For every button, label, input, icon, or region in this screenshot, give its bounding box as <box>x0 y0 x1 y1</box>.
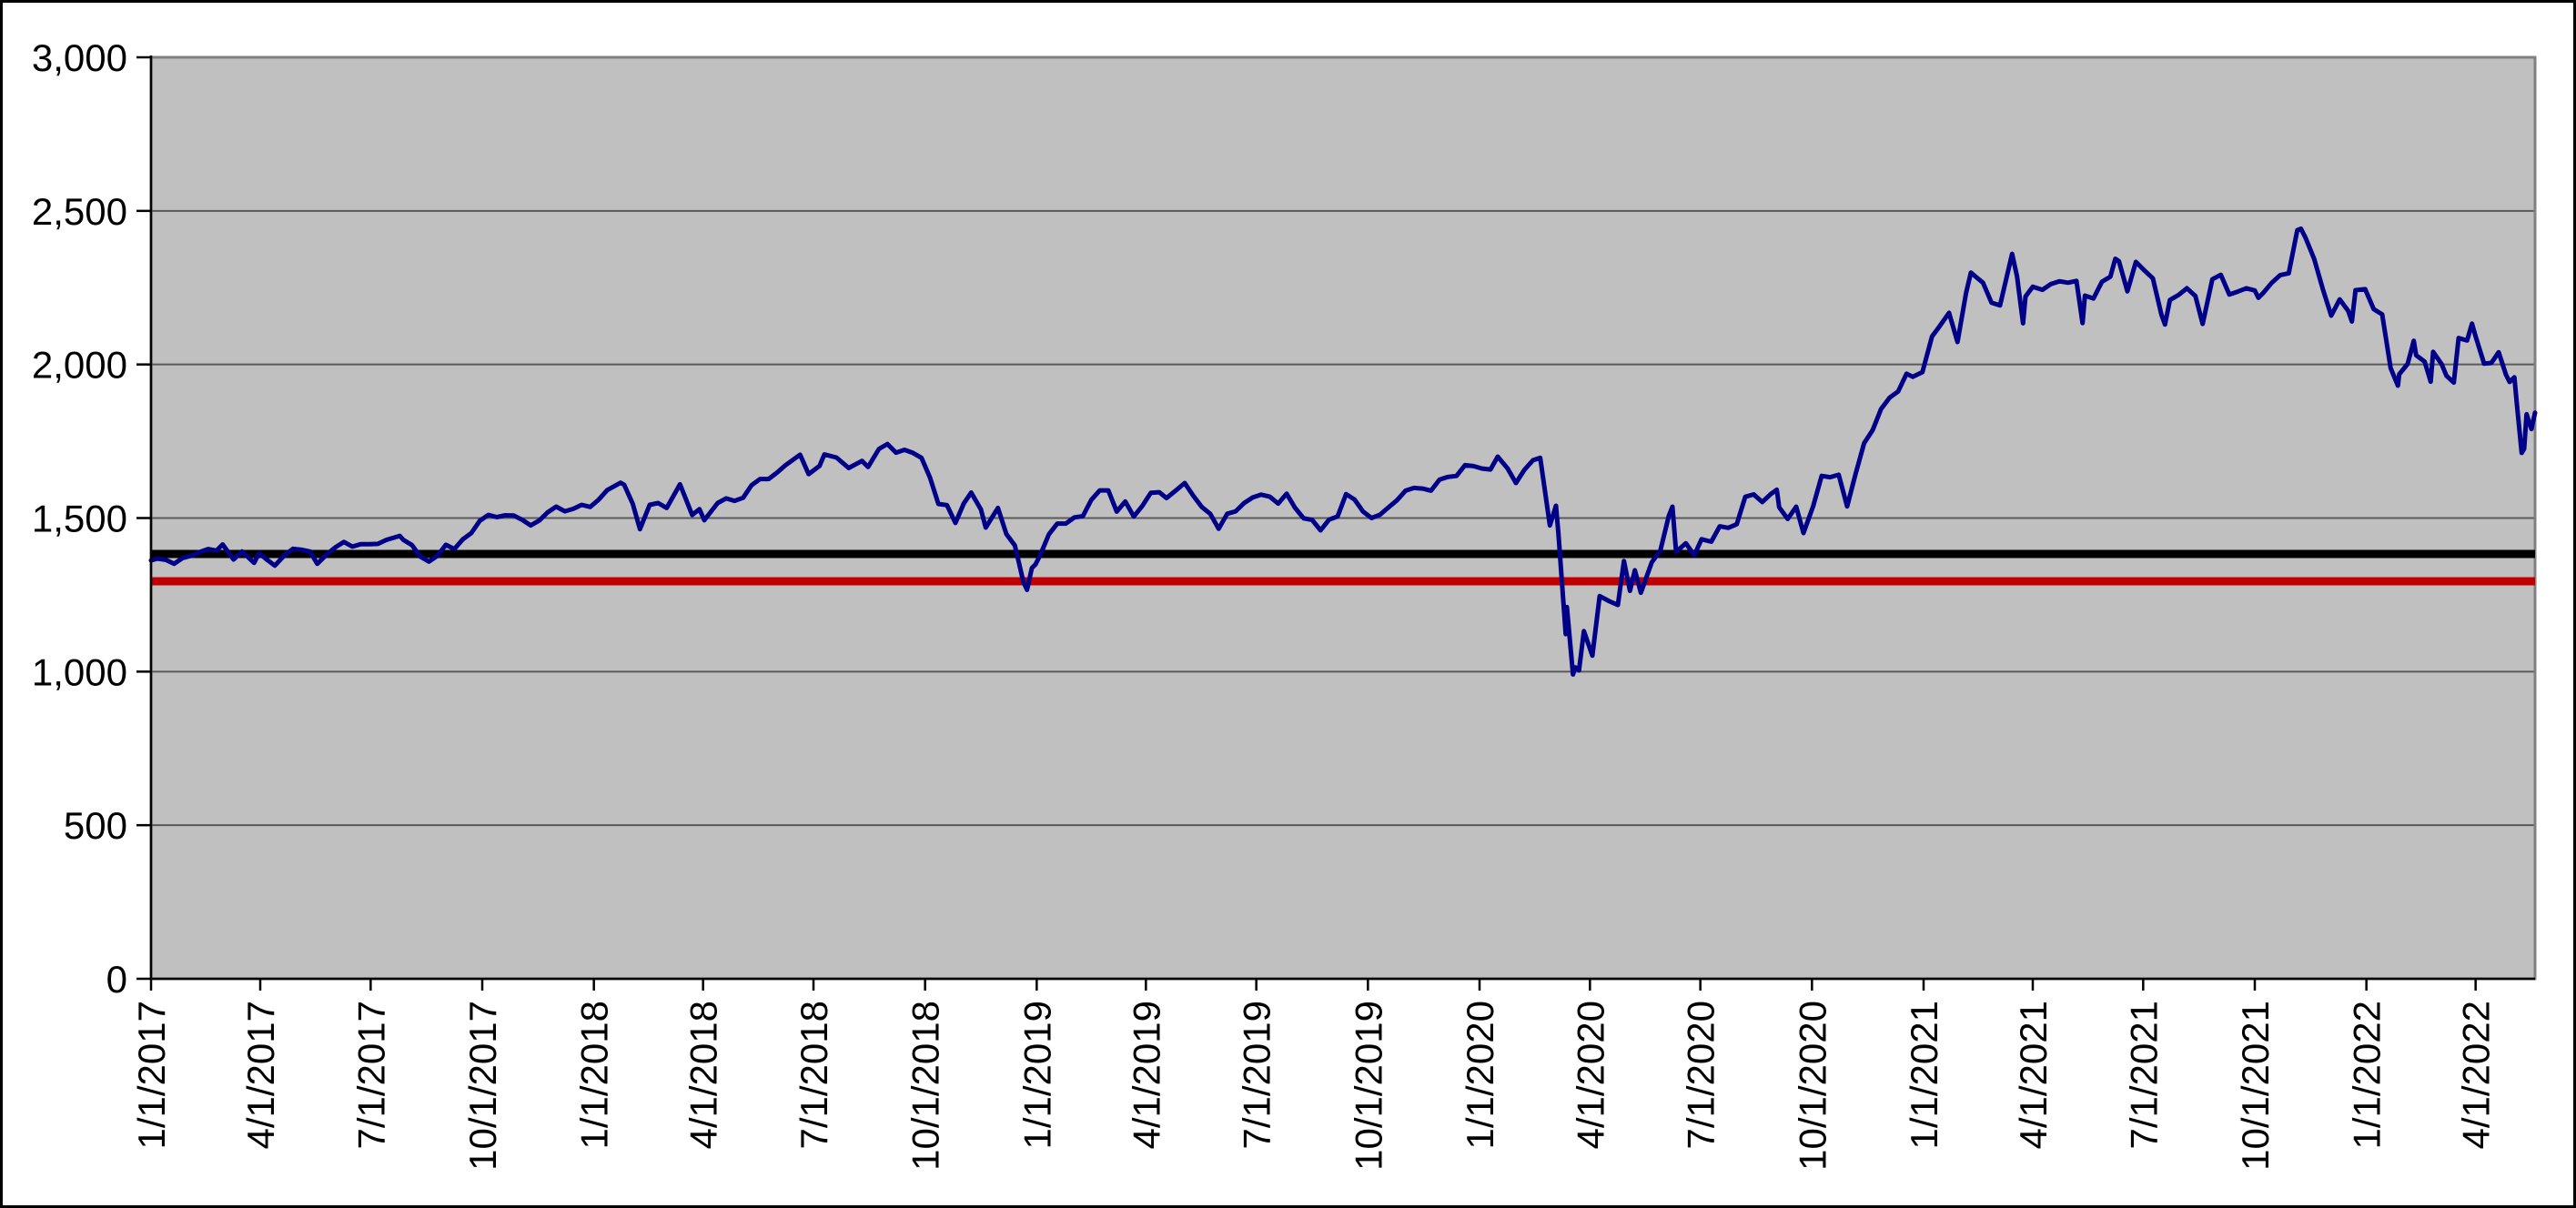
x-axis-label: 10/1/2020 <box>1791 1001 1834 1171</box>
x-axis-label: 4/1/2019 <box>1125 1001 1167 1150</box>
x-axis-label: 7/1/2017 <box>349 1001 392 1150</box>
x-axis-label: 10/1/2021 <box>2234 1001 2277 1171</box>
x-axis-label: 1/1/2019 <box>1015 1001 1058 1150</box>
y-axis-label: 0 <box>106 958 127 1001</box>
x-axis-label: 1/1/2020 <box>1459 1001 1501 1150</box>
y-axis-label: 500 <box>64 804 127 847</box>
x-axis-label: 1/1/2017 <box>130 1001 173 1150</box>
x-axis-label: 4/1/2021 <box>2012 1001 2055 1150</box>
x-axis-label: 10/1/2019 <box>1347 1001 1389 1171</box>
y-axis-label: 1,000 <box>32 650 127 693</box>
x-axis-label: 10/1/2017 <box>461 1001 504 1171</box>
x-axis-label: 4/1/2017 <box>239 1001 282 1150</box>
x-axis-label: 4/1/2022 <box>2455 1001 2498 1150</box>
x-axis-label: 7/1/2018 <box>793 1001 835 1150</box>
x-axis-label: 1/1/2022 <box>2346 1001 2389 1150</box>
y-axis-label: 2,000 <box>32 344 127 387</box>
y-axis-label: 3,000 <box>32 36 127 79</box>
y-axis-label: 1,500 <box>32 498 127 540</box>
y-axis-label: 2,500 <box>32 190 127 233</box>
x-axis-label: 4/1/2020 <box>1569 1001 1611 1150</box>
x-axis-label: 1/1/2018 <box>573 1001 616 1150</box>
x-axis-label: 7/1/2019 <box>1236 1001 1278 1150</box>
x-axis-label: 1/1/2021 <box>1903 1001 1945 1150</box>
x-axis-label: 7/1/2020 <box>1680 1001 1722 1150</box>
x-axis-label: 7/1/2021 <box>2122 1001 2165 1150</box>
index-price-series <box>148 226 2538 677</box>
x-axis-label: 4/1/2018 <box>682 1001 725 1150</box>
x-axis-label: 10/1/2018 <box>904 1001 947 1171</box>
